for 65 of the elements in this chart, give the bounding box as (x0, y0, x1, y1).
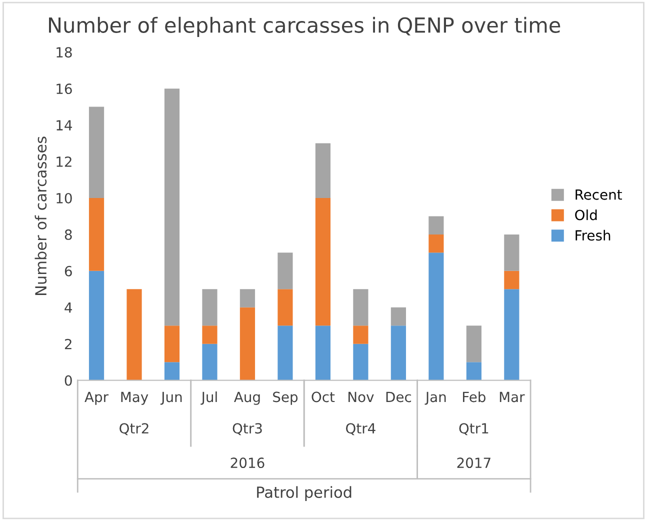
bar (315, 326, 331, 380)
bar (315, 198, 331, 326)
x-tick-label: May (121, 392, 148, 405)
bar (202, 326, 218, 344)
x-tick-label: Jun (160, 392, 182, 405)
y-tick-label: 4 (64, 302, 72, 313)
x-tick-label: Aug (234, 392, 260, 405)
bar (504, 270, 520, 290)
x-tick-label: Sep (273, 392, 298, 405)
y-tick-label: 16 (56, 84, 72, 94)
x-tick-label: Apr (84, 392, 109, 405)
bar (164, 88, 180, 326)
legend-label: Fresh (576, 230, 610, 241)
bar (164, 326, 180, 362)
bar (390, 307, 406, 326)
text: Qtr3 (232, 423, 262, 436)
x-tick-label: Dec (386, 392, 412, 402)
legend-label: Recent (576, 190, 622, 200)
bar (353, 289, 368, 326)
bar (278, 252, 293, 290)
x-tick-label: Feb (462, 391, 486, 402)
bar (353, 326, 368, 344)
text: Qtr1 (459, 423, 488, 436)
bar (278, 289, 293, 326)
bar (126, 289, 142, 380)
text: 2017 (457, 458, 490, 468)
y-tick-label: 0 (64, 375, 72, 386)
y-tick-label: 2 (64, 338, 72, 350)
bar (353, 344, 368, 380)
bar (504, 289, 520, 380)
bar (278, 326, 293, 380)
chart-title: Number of elephant carcasses in QENP over time (49, 16, 560, 37)
text: Qtr2 (120, 423, 148, 436)
bar (428, 234, 444, 253)
bar (428, 216, 444, 234)
y-tick-label: 14 (56, 120, 72, 130)
y-tick-label: 18 (56, 47, 72, 58)
y-axis-title: Number of carcasses (34, 136, 47, 295)
text: 2016 (230, 458, 264, 468)
bar (466, 326, 482, 362)
y-tick-label: 12 (56, 156, 72, 167)
x-tick-label: Mar (500, 392, 525, 402)
bar (88, 270, 104, 380)
bar (164, 362, 180, 380)
y-tick-label: 6 (64, 266, 72, 276)
text: Qtr4 (346, 423, 376, 436)
bar (202, 289, 218, 326)
bar (240, 307, 256, 380)
bar (202, 344, 218, 380)
x-tick-label: Jan (424, 392, 446, 405)
bar (428, 252, 444, 380)
y-tick-label: 10 (56, 192, 72, 204)
x-tick-label: Nov (348, 392, 374, 402)
legend-label: Old (575, 209, 597, 220)
bar (88, 106, 104, 198)
bar (240, 289, 256, 308)
bar (315, 143, 331, 198)
x-tick-label: Oct (312, 392, 335, 402)
bar (88, 198, 104, 271)
x-tick-label: Jul (200, 391, 217, 405)
bar (504, 234, 520, 271)
bar (390, 326, 406, 380)
text: Patrol period (257, 486, 352, 501)
bar (466, 362, 482, 380)
y-tick-label: 8 (64, 229, 72, 240)
